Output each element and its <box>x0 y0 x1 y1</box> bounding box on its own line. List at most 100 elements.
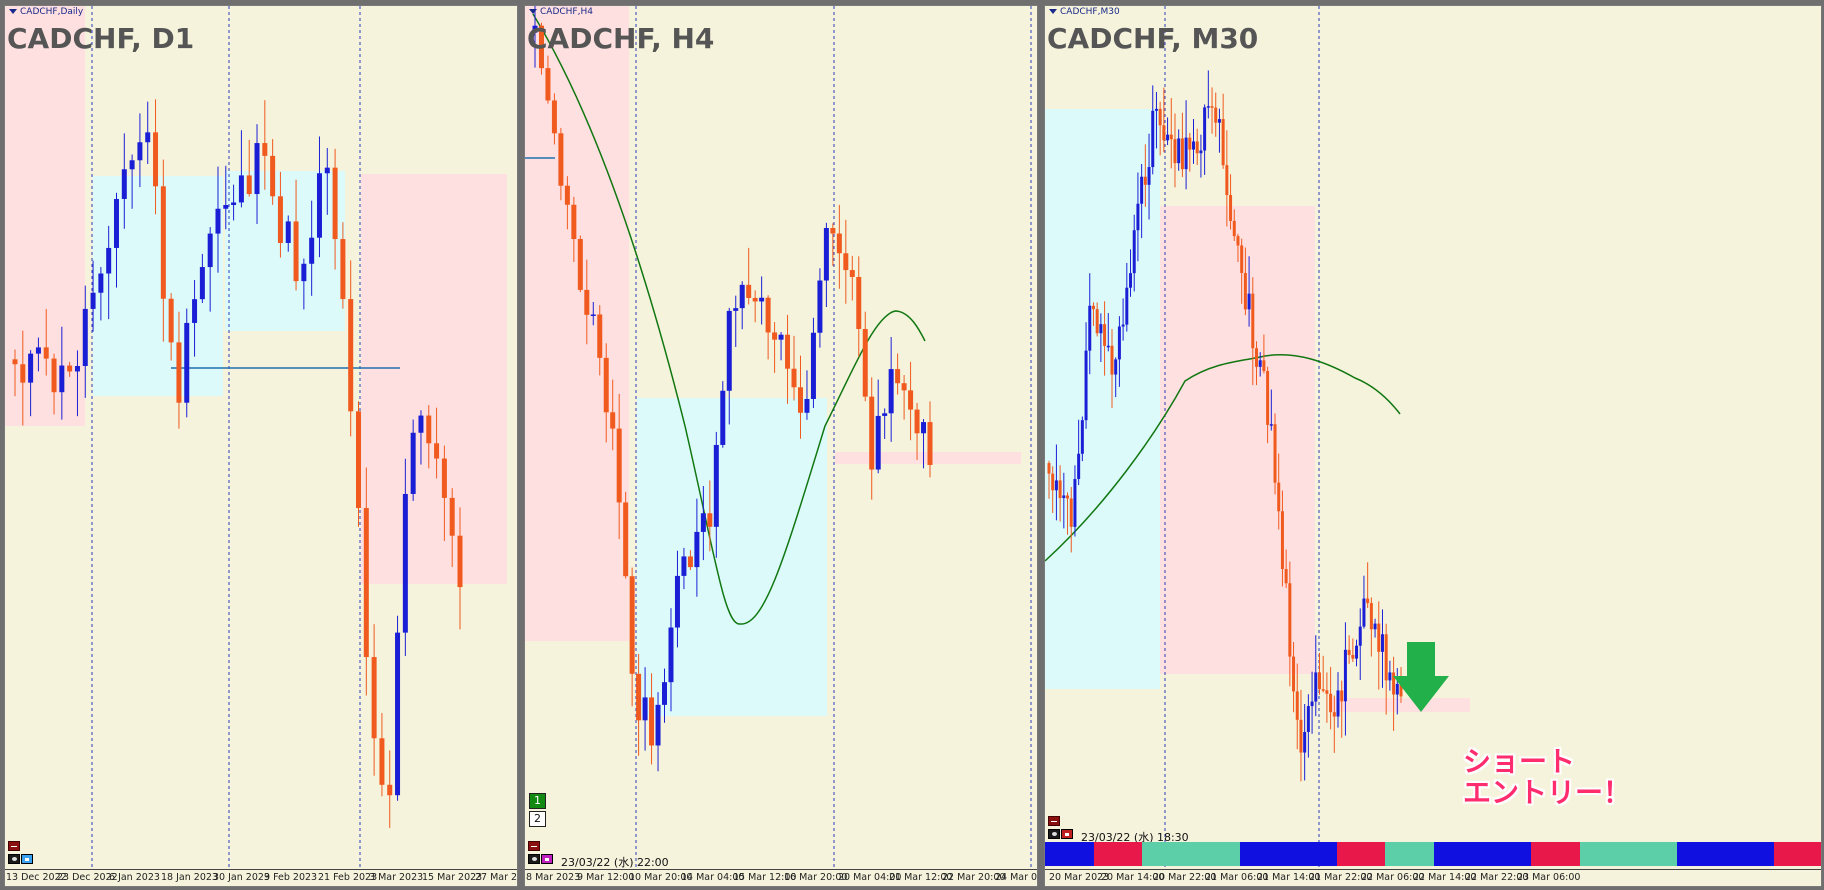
settings-icon[interactable] <box>8 854 20 864</box>
settings-icon[interactable] <box>528 854 540 864</box>
candle-body <box>785 334 791 369</box>
candle-body <box>1366 598 1370 604</box>
panel-splitter[interactable] <box>518 0 524 890</box>
session-block <box>1579 842 1629 866</box>
session-block <box>1725 842 1775 866</box>
time-axis-label: 8 Mar 2023 <box>526 872 581 883</box>
candle-body <box>1140 176 1144 204</box>
candle-body <box>1077 453 1081 479</box>
candle-body <box>1358 626 1362 646</box>
moving-average-line <box>532 13 926 625</box>
candle-body <box>914 409 920 434</box>
chart-canvas-h4[interactable] <box>525 6 1038 872</box>
candle-body <box>363 508 369 658</box>
chart-symbol-title-text: CADCHF,Daily <box>20 7 84 17</box>
time-axis-label: 6 Jan 2023 <box>109 872 160 883</box>
chart-symbol-title: CADCHF,Daily <box>9 7 83 17</box>
minimize-icon[interactable] <box>8 841 20 851</box>
session-block <box>1045 842 1095 866</box>
candle-body <box>1395 683 1399 695</box>
candle-body <box>668 627 674 683</box>
candle-body <box>1388 672 1392 681</box>
candle-body <box>387 784 393 796</box>
indicator-icon[interactable] <box>1061 829 1073 839</box>
candle-body <box>1091 305 1095 310</box>
candle-body <box>1058 480 1062 499</box>
candle-body <box>145 132 151 143</box>
candle-body <box>810 332 816 399</box>
dropdown-icon[interactable] <box>529 9 537 14</box>
candle-body <box>1143 176 1147 185</box>
candle-body <box>67 365 73 372</box>
chart-big-title: CADCHF, D1 <box>7 22 195 55</box>
candle-body <box>1273 424 1277 483</box>
candle-body <box>1317 672 1321 690</box>
chart-panel-m30[interactable]: CADCHF,M30 CADCHF, M30 23/03/22 (水) 18:3… <box>1044 5 1822 887</box>
candle-body <box>1303 731 1307 753</box>
candle-body <box>707 513 713 527</box>
time-axis-label: 22 Mar 14:00 <box>1413 872 1477 883</box>
candle-body <box>1355 645 1359 659</box>
chart-symbol-title-text: CADCHF,H4 <box>540 7 593 17</box>
short-entry-annotation: ショート エントリー！ <box>1463 746 1631 808</box>
short-entry-line1: ショート <box>1463 745 1576 778</box>
candle-body <box>1373 623 1377 630</box>
candle-body <box>901 383 907 391</box>
candle-body <box>402 493 408 633</box>
candle-body <box>1247 293 1251 310</box>
chart-canvas-m30[interactable] <box>1045 6 1822 872</box>
time-axis-label: 16 Mar 20:00 <box>784 872 848 883</box>
badge-2[interactable]: 2 <box>529 811 546 827</box>
dropdown-icon[interactable] <box>9 9 17 14</box>
time-axis: 20 Mar 2023 20 Mar 14:00 20 Mar 22:00 21 Ma… <box>1045 869 1821 886</box>
candle-body <box>51 358 57 393</box>
candle-body <box>35 347 41 354</box>
candle-body <box>340 239 346 300</box>
minimize-icon[interactable] <box>1048 816 1060 826</box>
candle-body <box>238 175 244 203</box>
session-strip <box>1045 842 1821 866</box>
candle-body <box>1266 371 1270 425</box>
candle-body <box>603 357 609 413</box>
candle-body <box>293 221 299 282</box>
chart-panel-d1[interactable]: CADCHF,Daily CADCHF, D1 13 Dec 2022 23 De… <box>4 5 518 887</box>
supply-zone <box>1160 206 1315 674</box>
candle-body <box>184 322 190 403</box>
badge-1[interactable]: 1 <box>529 793 546 809</box>
moving-average-line <box>1045 353 1401 562</box>
chart-big-title: CADCHF, H4 <box>527 22 715 55</box>
settings-icon[interactable] <box>1048 829 1060 839</box>
candle-body <box>1114 359 1118 375</box>
candle-body <box>1310 701 1314 707</box>
supply-zone <box>525 6 629 641</box>
candle-body <box>1351 654 1355 659</box>
crosshair-datetime: 23/03/22 (水) 18:30 <box>1081 831 1189 844</box>
indicator-icon[interactable] <box>541 854 553 864</box>
candle-body <box>538 25 544 69</box>
minimize-icon[interactable] <box>528 841 540 851</box>
candle-body <box>1151 110 1155 168</box>
supply-zone <box>361 174 507 584</box>
candle-body <box>418 415 424 433</box>
candle-body <box>739 284 745 309</box>
candle-body <box>348 299 354 412</box>
candle-body <box>82 308 88 367</box>
indicator-icon[interactable] <box>21 854 33 864</box>
candle-body <box>726 310 732 391</box>
candle-body <box>1192 141 1196 150</box>
candle-body <box>746 284 752 298</box>
candle-body <box>1340 690 1344 702</box>
candle-body <box>1262 360 1266 372</box>
candle-body <box>441 458 447 498</box>
candle-body <box>168 298 174 343</box>
candle-body <box>1121 324 1125 327</box>
candle-body <box>1158 108 1162 126</box>
time-axis-label: 21 Feb 2023 <box>318 872 378 883</box>
dropdown-icon[interactable] <box>1049 9 1057 14</box>
candle-body <box>564 185 570 205</box>
panel-splitter[interactable] <box>1038 0 1044 890</box>
candle-body <box>1199 150 1203 154</box>
chart-panel-h4[interactable]: CADCHF,H4 CADCHF, H4 1 2 23/03/22 (水) 22… <box>524 5 1038 887</box>
chart-canvas-d1[interactable] <box>5 6 518 872</box>
candle-body <box>655 704 661 746</box>
